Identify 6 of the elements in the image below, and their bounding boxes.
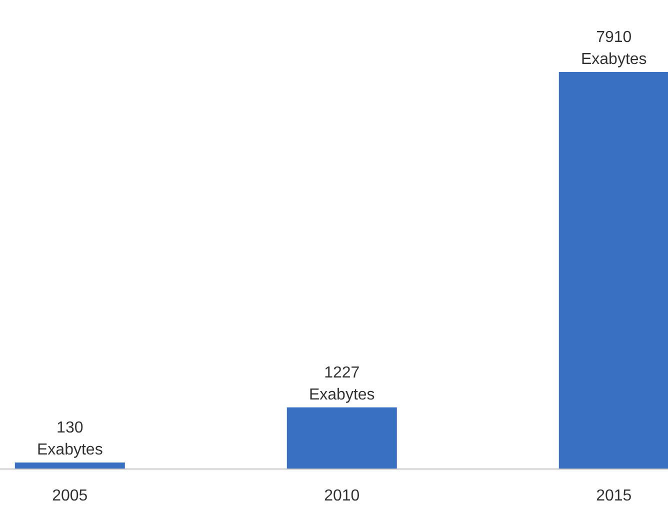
data-label: 130 Exabytes: [37, 419, 103, 458]
x-tick-label: 2010: [324, 487, 360, 504]
data-label: 7910 Exabytes: [580, 29, 647, 68]
x-tick-label: 2005: [52, 487, 88, 504]
x-tick-label: 2015: [596, 487, 632, 504]
data-label: 1227 Exabytes: [308, 364, 375, 404]
